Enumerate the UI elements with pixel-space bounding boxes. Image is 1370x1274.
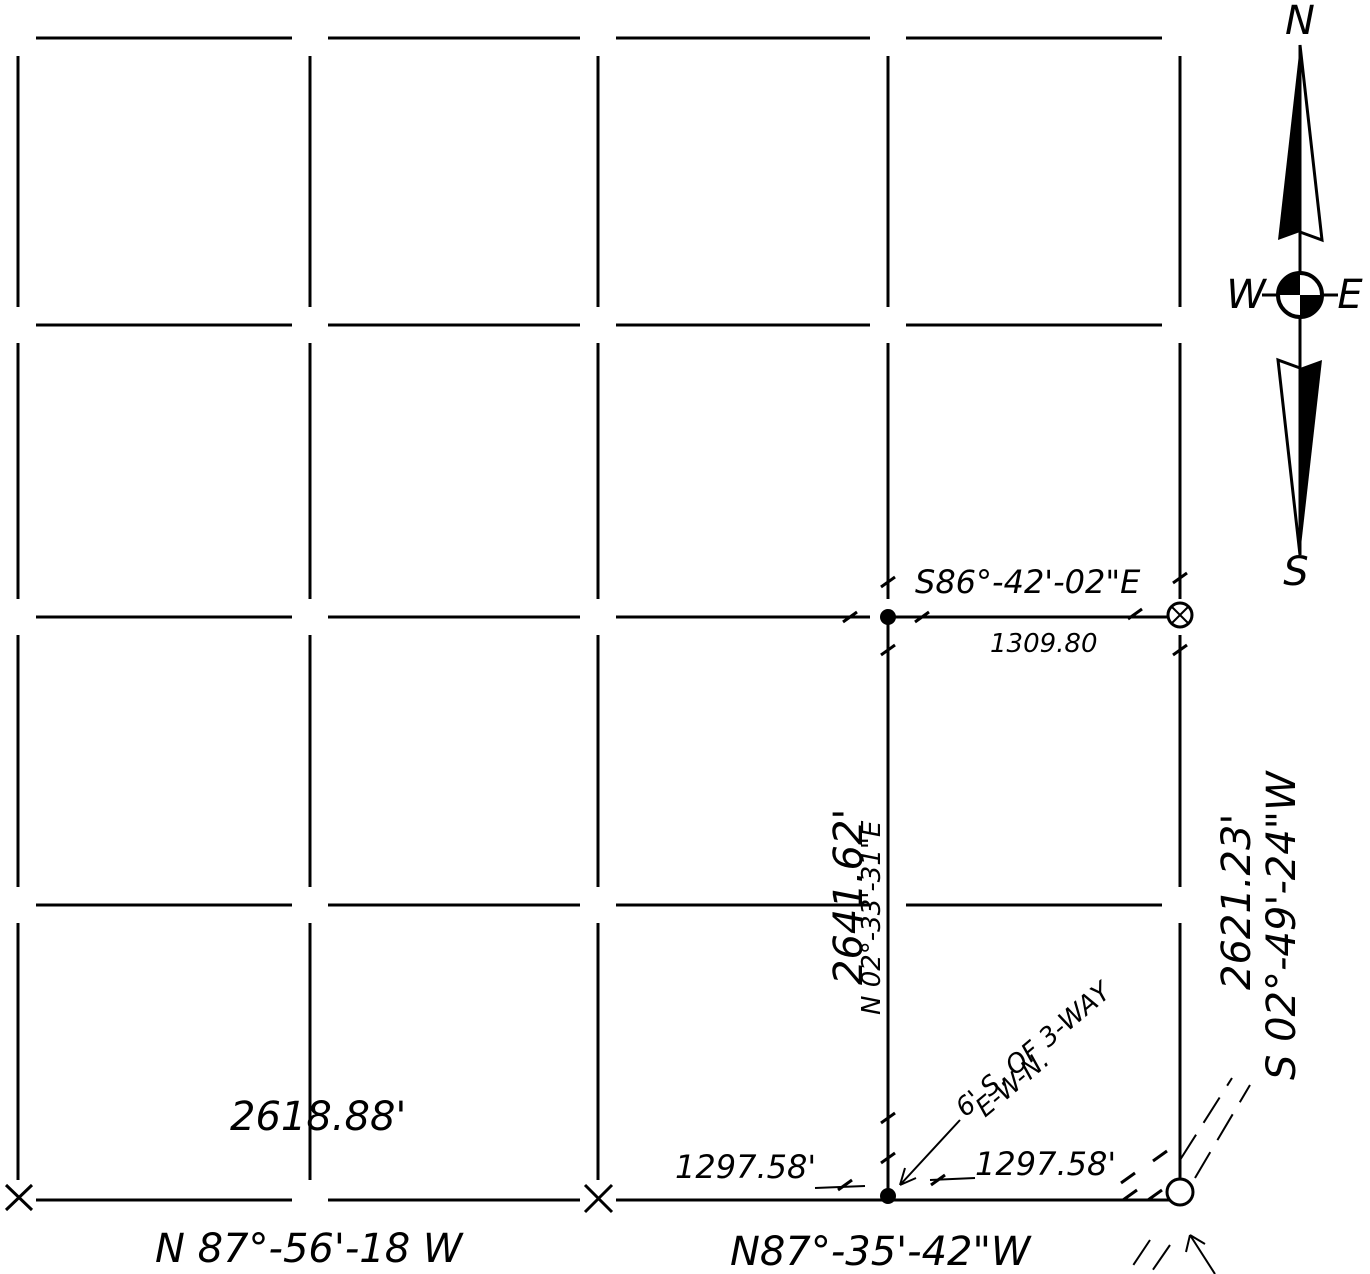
tick-mark (1152, 1149, 1168, 1163)
north-label: N (1285, 0, 1315, 44)
compass-quadrant (1278, 273, 1300, 295)
south-arrow-right (1300, 360, 1322, 555)
grid (16, 36, 1188, 1202)
note-arrow (899, 1119, 961, 1186)
south-arrow-left (1276, 357, 1302, 556)
distance-label: 2621.23' (1214, 814, 1260, 990)
bearing-label: N 87°-56'-18 W (155, 1226, 464, 1272)
tick-mark (1147, 1188, 1163, 1202)
tick-mark (914, 610, 930, 624)
arrow (1185, 1234, 1216, 1274)
tick-mark (1172, 571, 1188, 585)
compass-rose: N W E S (1226, 0, 1363, 595)
corner-x (583, 1183, 614, 1214)
north-arrow-left (1278, 45, 1300, 240)
monument-cross (1171, 606, 1189, 624)
bearing-label: S86°-42'-02"E (915, 563, 1141, 601)
south-label: S (1283, 549, 1308, 595)
tick-mark (1122, 1188, 1138, 1202)
monument-open (1165, 1177, 1195, 1207)
markers (4, 601, 1251, 1274)
tick-mark (1172, 643, 1188, 657)
east-label: E (1337, 272, 1363, 318)
road-lines (1129, 1077, 1251, 1274)
bearing-label: N87°-35'-42"W (730, 1229, 1032, 1274)
tick-mark (880, 1151, 896, 1165)
distance-label: 1309.80 (990, 629, 1098, 659)
monument-dot (880, 1188, 896, 1204)
west-label: W (1226, 272, 1267, 318)
tick-mark (1120, 1171, 1136, 1185)
tick-mark (880, 575, 896, 589)
corner-x (4, 1183, 34, 1212)
tick-mark (1127, 607, 1143, 621)
monument-dot (880, 609, 896, 625)
tick-mark (842, 610, 858, 624)
distance-label: 2618.88' (230, 1094, 406, 1140)
distance-label: 2641.62' (826, 809, 872, 985)
tick-mark (880, 1111, 896, 1125)
north-arrow-right (1298, 44, 1324, 243)
tick-mark (837, 1178, 853, 1192)
tick-mark (880, 643, 896, 657)
dimension-line (814, 1177, 976, 1189)
distance-label: 1297.58' (675, 1148, 816, 1186)
distance-label: 1297.58' (975, 1145, 1116, 1183)
bearing-label: N 02°-33'-31"E (857, 820, 887, 1015)
compass-quadrant (1300, 295, 1322, 317)
bearing-label: S 02°-49'-24"W (1259, 770, 1305, 1080)
